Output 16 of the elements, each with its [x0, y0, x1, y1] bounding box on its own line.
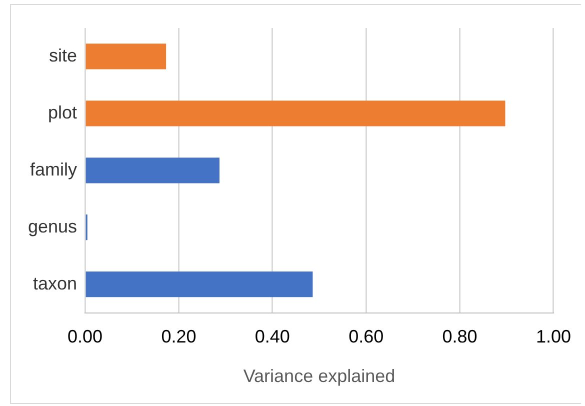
y-tick-label: plot — [48, 102, 78, 122]
bar — [86, 158, 220, 184]
y-tick-label: genus — [28, 216, 78, 236]
bar — [86, 100, 506, 126]
x-tick-label: 0.20 — [161, 326, 196, 347]
x-tick-label: 1.00 — [536, 326, 572, 347]
x-axis-title: Variance explained — [243, 366, 396, 386]
y-tick-label: taxon — [32, 273, 78, 294]
x-tick-label: 0.60 — [348, 326, 384, 347]
bar — [86, 272, 313, 298]
y-tick-label: family — [30, 159, 78, 180]
y-tick-label: site — [49, 45, 78, 66]
x-tick-label: 0.40 — [254, 326, 290, 347]
x-tick-label: 0.00 — [68, 326, 103, 347]
bar — [86, 44, 166, 70]
x-tick-label: 0.80 — [442, 326, 478, 347]
